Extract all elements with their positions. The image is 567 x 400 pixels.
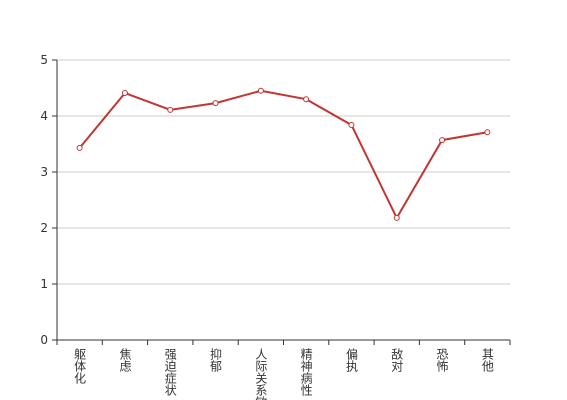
x-tick-label: 其他 [480, 348, 494, 372]
x-tick-label: 抑郁 [209, 347, 223, 373]
x-tick-label: 躯体化 [73, 347, 87, 385]
x-tick-label: 敌对 [390, 347, 404, 372]
point [257, 87, 264, 94]
point [348, 121, 355, 128]
y-tick-label: 2 [40, 221, 48, 235]
point [121, 90, 128, 97]
point [212, 100, 219, 107]
x-tick-label: 人际关系敏感 [254, 348, 268, 400]
y-tick-label: 0 [40, 333, 48, 347]
y-tick-label: 5 [40, 53, 48, 67]
x-tick-label: 强迫症状 [163, 348, 177, 396]
x-tick-label: 偏执 [344, 347, 358, 373]
point [439, 137, 446, 144]
point [76, 144, 83, 151]
point [303, 96, 310, 103]
y-tick-label: 3 [40, 165, 48, 179]
point [167, 106, 174, 113]
point [393, 214, 400, 221]
y-tick-label: 4 [40, 109, 48, 123]
x-tick-label: 焦虑 [118, 348, 132, 372]
line [78, 89, 488, 221]
x-tick-label: 恐怖 [435, 348, 449, 372]
y-tick-label: 1 [40, 277, 48, 291]
x-tick-label: 精神病性 [299, 348, 313, 397]
point [484, 129, 491, 136]
